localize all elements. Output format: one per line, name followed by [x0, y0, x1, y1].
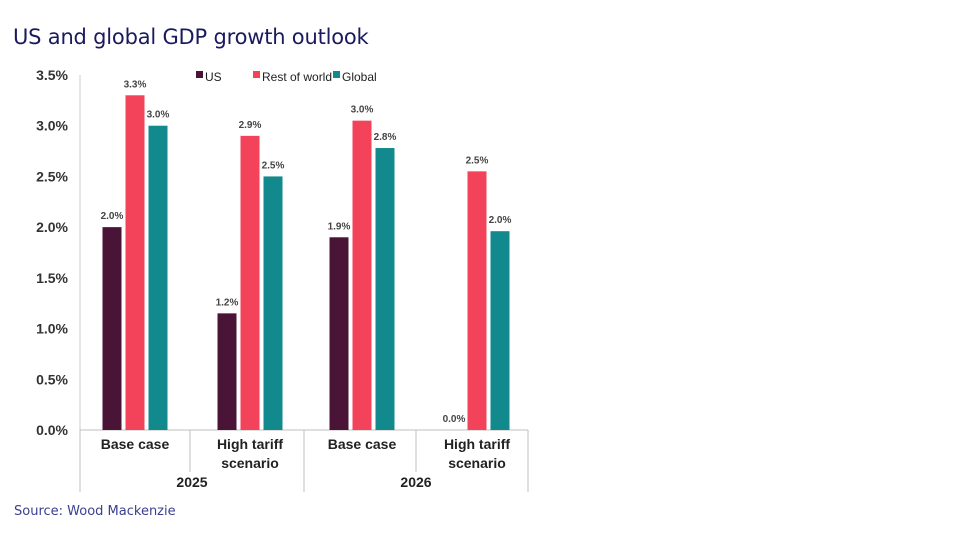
data-label: 2.0% [101, 211, 124, 222]
x-category-label: Base case [328, 436, 397, 452]
legend-swatch [196, 71, 203, 78]
source-note: Source: Wood Mackenzie [14, 504, 176, 519]
bar-rest-of-world [240, 135, 260, 430]
data-label: 2.5% [466, 155, 489, 166]
x-category-label: High tariff [444, 436, 510, 452]
x-category-label: scenario [448, 455, 506, 471]
bar-global [375, 148, 395, 430]
bar-rest-of-world [352, 120, 372, 431]
x-category-label: Base case [101, 436, 170, 452]
bar-global [148, 125, 168, 430]
data-label: 0.0% [443, 414, 466, 425]
bar-global [263, 176, 283, 430]
x-group-label: 2026 [400, 474, 431, 490]
bar-global [490, 231, 510, 430]
x-category-label: High tariff [217, 436, 283, 452]
y-tick-label: 2.0% [36, 219, 68, 235]
data-label: 1.2% [216, 297, 239, 308]
data-label: 2.8% [374, 132, 397, 143]
data-label: 3.0% [147, 110, 170, 121]
legend-swatch [253, 71, 260, 78]
y-tick-label: 0.0% [36, 422, 68, 438]
legend-label: Global [342, 70, 377, 84]
y-tick-label: 1.5% [36, 270, 68, 286]
legend-label: US [205, 70, 222, 84]
bar-us [102, 227, 122, 430]
chart-title: US and global GDP growth outlook [13, 25, 369, 49]
y-tick-label: 1.0% [36, 321, 68, 337]
data-label: 2.0% [489, 215, 512, 226]
legend-label: Rest of world [262, 70, 332, 84]
x-group-label: 2025 [176, 474, 207, 490]
y-tick-label: 3.5% [36, 67, 68, 83]
y-tick-label: 2.5% [36, 168, 68, 184]
x-category-label: scenario [221, 455, 279, 471]
y-tick-label: 3.0% [36, 118, 68, 134]
data-label: 1.9% [328, 221, 351, 232]
data-label: 3.3% [124, 79, 147, 90]
data-label: 3.0% [351, 105, 374, 116]
legend-swatch [333, 71, 340, 78]
bar-rest-of-world [467, 171, 487, 430]
bar-us [329, 237, 349, 430]
y-tick-label: 0.5% [36, 371, 68, 387]
data-label: 2.9% [239, 120, 262, 131]
data-label: 2.5% [262, 160, 285, 171]
bar-rest-of-world [125, 95, 145, 431]
bar-us [217, 313, 237, 430]
